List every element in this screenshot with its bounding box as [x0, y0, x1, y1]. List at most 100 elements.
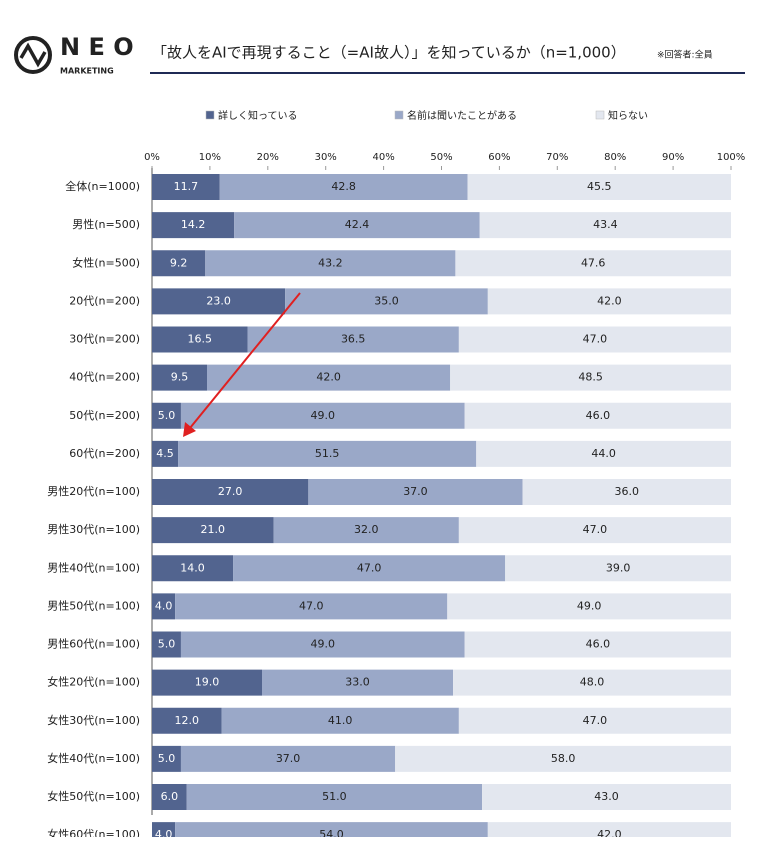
value-label: 42.0 — [316, 371, 341, 384]
bar-segment — [487, 822, 731, 841]
value-label: 6.0 — [161, 790, 179, 803]
bar-segment — [487, 288, 731, 315]
bar-segment — [152, 479, 309, 505]
x-tick-label: 90% — [662, 152, 684, 163]
logo-name: N E O — [60, 33, 134, 61]
value-label: 5.0 — [158, 752, 176, 765]
value-label: 32.0 — [354, 523, 379, 536]
y-tick-label: 女性(n=500) — [72, 255, 140, 269]
bar-segment — [152, 288, 286, 315]
y-tick-label: 男性(n=500) — [72, 217, 140, 231]
bar-segment — [152, 822, 176, 841]
bar-segment — [152, 440, 179, 467]
legend-swatch — [205, 110, 215, 120]
y-tick-label: 50代(n=200) — [69, 409, 140, 422]
legend-label: 詳しく知っている — [218, 109, 298, 122]
value-label: 42.0 — [597, 828, 622, 837]
y-tick-label: 男性60代(n=100) — [47, 637, 140, 651]
bar-segment — [180, 745, 396, 772]
value-label: 54.0 — [319, 828, 344, 837]
bar-segment — [219, 174, 468, 200]
value-label: 9.5 — [171, 371, 189, 384]
value-label: 42.4 — [345, 218, 370, 231]
bar-segment — [308, 479, 523, 505]
x-tick-label: 30% — [315, 152, 337, 163]
value-label: 51.5 — [315, 447, 340, 460]
bar-segment — [234, 212, 480, 239]
bar-segment — [152, 212, 235, 239]
value-label: 46.0 — [586, 638, 611, 651]
value-label: 51.0 — [322, 790, 347, 803]
value-label: 36.5 — [341, 333, 366, 346]
bar-segment — [152, 326, 248, 353]
value-label: 14.2 — [181, 218, 206, 231]
bar-segment — [152, 669, 263, 696]
bar-segment — [482, 784, 731, 810]
value-label: 11.7 — [174, 180, 199, 193]
bar-segment — [458, 707, 731, 734]
y-tick-label: 60代(n=200) — [69, 447, 140, 460]
bar-segment — [180, 402, 465, 429]
value-label: 47.0 — [583, 523, 608, 536]
logo-wave — [19, 42, 47, 68]
value-label: 48.0 — [580, 676, 605, 689]
chart-note: ※回答者:全員 — [657, 49, 713, 61]
value-label: 4.0 — [155, 828, 173, 837]
y-tick-label: 男性20代(n=100) — [47, 484, 140, 498]
value-label: 35.0 — [374, 294, 399, 307]
y-tick-label: 男性30代(n=100) — [47, 522, 140, 536]
y-tick-label: 全体(n=1000) — [65, 179, 140, 193]
value-label: 19.0 — [195, 676, 220, 689]
x-tick-label: 0% — [144, 152, 160, 163]
y-tick-label: 男性40代(n=100) — [47, 560, 140, 574]
logo-mark — [14, 36, 52, 74]
bar-segment — [152, 250, 206, 277]
y-tick-label: 女性40代(n=100) — [47, 751, 140, 765]
value-label: 42.8 — [331, 180, 356, 193]
value-label: 43.4 — [593, 218, 618, 231]
bar-segment — [479, 212, 731, 239]
value-label: 39.0 — [606, 561, 631, 574]
bar-segment — [247, 326, 459, 353]
y-tick-label: 女性50代(n=100) — [47, 789, 140, 803]
bar-segment — [467, 174, 731, 200]
y-tick-label: 男性50代(n=100) — [47, 598, 140, 612]
value-label: 21.0 — [201, 523, 226, 536]
bar-segment — [152, 784, 187, 810]
value-label: 43.0 — [594, 790, 619, 803]
bar-segment — [152, 593, 176, 620]
legend-label: 知らない — [608, 109, 648, 122]
bar-segment — [152, 745, 181, 772]
bar-segment — [505, 555, 731, 582]
logo-sub: MARKETING — [60, 67, 114, 76]
bar-segment — [221, 707, 459, 734]
value-label: 5.0 — [158, 638, 176, 651]
bar-segment — [458, 517, 731, 544]
value-label: 12.0 — [174, 714, 199, 727]
value-label: 47.0 — [583, 714, 608, 727]
x-tick-label: 20% — [257, 152, 279, 163]
y-tick-label: 女性60代(n=100) — [47, 827, 140, 837]
value-label: 49.0 — [311, 638, 336, 651]
value-label: 49.0 — [311, 409, 336, 422]
bar-segment — [464, 402, 731, 429]
value-label: 42.0 — [597, 294, 622, 307]
value-label: 47.6 — [581, 256, 606, 269]
bar-segment — [464, 631, 731, 658]
x-tick-label: 50% — [430, 152, 452, 163]
y-tick-label: 女性30代(n=100) — [47, 713, 140, 727]
bar-segment — [152, 364, 208, 391]
x-tick-label: 80% — [604, 152, 626, 163]
bar-segment — [285, 288, 488, 315]
annotation-arrow — [183, 292, 301, 437]
plot: 詳しく知っている 名前は聞いたことがある 知らない 0% 10% 20% 30% 40% 50%… — [47, 109, 745, 841]
value-label: 33.0 — [345, 676, 370, 689]
bar-segment — [152, 555, 234, 582]
value-label: 9.2 — [170, 256, 188, 269]
value-label: 36.0 — [615, 485, 640, 498]
bar-segment — [178, 440, 477, 467]
value-label: 4.5 — [156, 447, 174, 460]
x-tick-label: 70% — [546, 152, 568, 163]
x-tick-label: 60% — [488, 152, 510, 163]
